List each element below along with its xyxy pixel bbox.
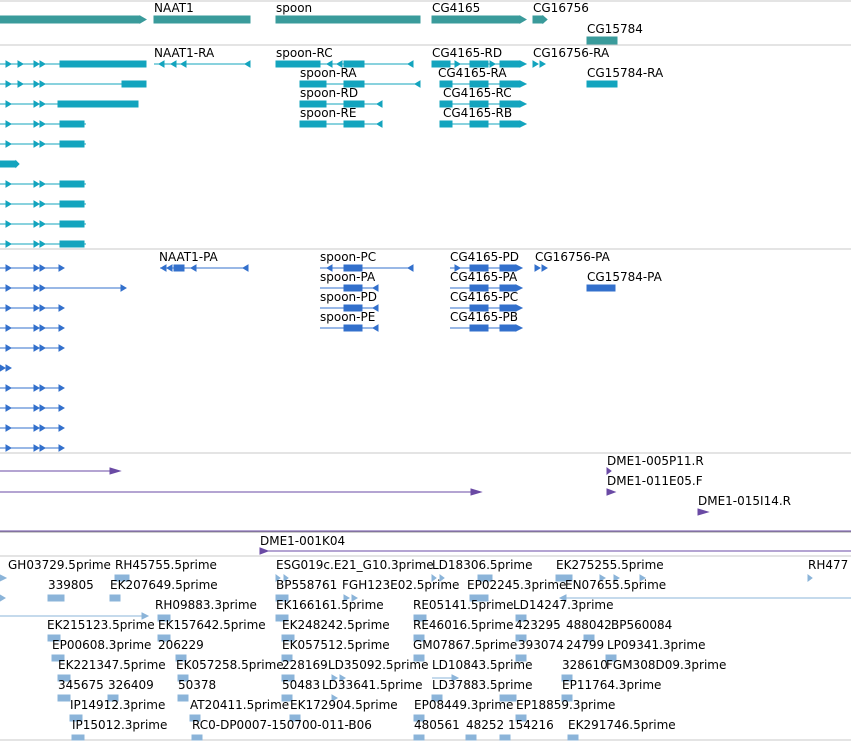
est-label[interactable]: RH09883.3prime	[155, 598, 257, 612]
est-label[interactable]: IP14912.3prime	[70, 698, 166, 712]
est-label[interactable]: LD37883.5prime	[432, 678, 533, 692]
est-label[interactable]: GM07867.5prime	[413, 638, 518, 652]
protein-label[interactable]: CG4165-PD	[450, 250, 520, 264]
protein-label[interactable]: CG4165-PA	[450, 270, 518, 284]
est-label[interactable]: RC0-DP0007-150700-011-B06	[192, 718, 372, 732]
est-label[interactable]: IP15012.3prime	[72, 718, 168, 732]
clone-label[interactable]: DME1-005P11.R	[607, 454, 704, 468]
clone-track-graphics	[0, 467, 851, 555]
est-label[interactable]: EK215123.5prime	[47, 618, 155, 632]
est-label[interactable]: BP558761	[276, 578, 338, 592]
gene-track-graphics	[0, 14, 618, 45]
est-label[interactable]: EK221347.5prime	[58, 658, 166, 672]
transcript-label[interactable]: CG16756-RA	[533, 46, 610, 60]
est-label[interactable]: EP02245.3prime	[467, 578, 567, 592]
transcript-pa-graphics	[0, 264, 616, 452]
est-label[interactable]: EP11764.3prime	[562, 678, 662, 692]
clone-label[interactable]: DME1-001K04	[260, 534, 346, 548]
est-label[interactable]: 339805	[48, 578, 94, 592]
transcript-label[interactable]: NAAT1-RA	[154, 46, 215, 60]
est-label[interactable]: 423295	[515, 618, 561, 632]
protein-label[interactable]: CG4165-PB	[450, 310, 519, 324]
est-label[interactable]: RE05141.5prime	[413, 598, 514, 612]
est-label[interactable]: 480561	[414, 718, 460, 732]
est-label[interactable]: LD33641.5prime	[322, 678, 423, 692]
clone-label[interactable]: DME1-011E05.F	[607, 474, 703, 488]
protein-label[interactable]: CG4165-PC	[450, 290, 519, 304]
est-track-graphics	[0, 574, 851, 741]
est-label[interactable]: 50378	[178, 678, 217, 692]
est-label[interactable]: LP09341.3prime	[607, 638, 706, 652]
est-label[interactable]: EN07655.5prime	[565, 578, 667, 592]
protein-label[interactable]: spoon-PC	[320, 250, 377, 264]
protein-label[interactable]: CG16756-PA	[535, 250, 610, 264]
est-label[interactable]: LD35092.5prime	[328, 658, 429, 672]
est-label[interactable]: 228169	[282, 658, 328, 672]
est-label[interactable]: EK057512.5prime	[282, 638, 390, 652]
est-label[interactable]: FGH123E02.5prime	[342, 578, 460, 592]
est-label[interactable]: RH477	[808, 558, 849, 572]
est-label[interactable]: LD10843.5prime	[432, 658, 533, 672]
est-label[interactable]: AT20411.5prime	[190, 698, 290, 712]
est-label[interactable]: EK248242.5prime	[282, 618, 390, 632]
est-label[interactable]: 154216	[508, 718, 554, 732]
est-label[interactable]: EK275255.5prime	[556, 558, 664, 572]
est-label[interactable]: EK172904.5prime	[290, 698, 398, 712]
est-label[interactable]: 50483	[282, 678, 321, 692]
protein-label[interactable]: CG15784-PA	[587, 270, 662, 284]
est-label[interactable]: LD14247.3prime	[513, 598, 614, 612]
transcript-label[interactable]: CG4165-RD	[432, 46, 503, 60]
est-label[interactable]: EP00608.3prime	[52, 638, 152, 652]
est-label[interactable]: FGM308D09.3prime	[606, 658, 727, 672]
est-label[interactable]: BP560084	[611, 618, 673, 632]
est-label[interactable]: ESG019c.E21_G10.3prime	[276, 558, 434, 572]
transcript-label[interactable]: CG4165-RC	[443, 86, 512, 100]
protein-label[interactable]: spoon-PA	[320, 270, 376, 284]
clone-label[interactable]: DME1-015I14.R	[698, 494, 792, 508]
transcript-label[interactable]: CG4165-RA	[438, 66, 507, 80]
protein-label[interactable]: spoon-PD	[320, 290, 377, 304]
est-label[interactable]: EK291746.5prime	[568, 718, 676, 732]
est-label[interactable]: RH45755.5prime	[115, 558, 217, 572]
transcript-label[interactable]: spoon-RE	[300, 106, 357, 120]
est-label[interactable]: LD18306.5prime	[432, 558, 533, 572]
est-label[interactable]: 48252	[466, 718, 505, 732]
est-label[interactable]: EK157642.5prime	[158, 618, 266, 632]
protein-label[interactable]: spoon-PE	[320, 310, 376, 324]
est-label[interactable]: GH03729.5prime	[8, 558, 111, 572]
est-label[interactable]: 326409	[108, 678, 154, 692]
gene-label[interactable]: NAAT1	[154, 1, 194, 15]
protein-label[interactable]: NAAT1-PA	[159, 250, 218, 264]
est-label[interactable]: 206229	[158, 638, 204, 652]
gene-label[interactable]: CG16756	[533, 1, 589, 15]
est-label[interactable]: 345675	[58, 678, 104, 692]
transcript-ra-graphics	[0, 60, 618, 248]
transcript-label[interactable]: CG4165-RB	[443, 106, 513, 120]
est-label[interactable]: 24799	[566, 638, 605, 652]
est-label[interactable]: 393074	[518, 638, 564, 652]
gene-label[interactable]: CG4165	[432, 1, 481, 15]
est-label[interactable]: RE46016.5prime	[413, 618, 514, 632]
est-label[interactable]: EK057258.5prime	[176, 658, 284, 672]
est-label[interactable]: 488042	[566, 618, 612, 632]
est-label[interactable]: EK207649.5prime	[110, 578, 218, 592]
transcript-label[interactable]: spoon-RC	[276, 46, 333, 60]
est-label[interactable]: EK166161.5prime	[276, 598, 384, 612]
est-label[interactable]: 328610	[562, 658, 608, 672]
transcript-label[interactable]: CG15784-RA	[587, 66, 664, 80]
est-label[interactable]: EP08449.3prime	[414, 698, 514, 712]
transcript-label[interactable]: spoon-RD	[300, 86, 359, 100]
transcript-label[interactable]: spoon-RA	[300, 66, 357, 80]
est-label[interactable]: EP18859.3prime	[516, 698, 616, 712]
gene-label[interactable]: CG15784	[587, 22, 643, 36]
gene-label[interactable]: spoon	[276, 1, 313, 15]
